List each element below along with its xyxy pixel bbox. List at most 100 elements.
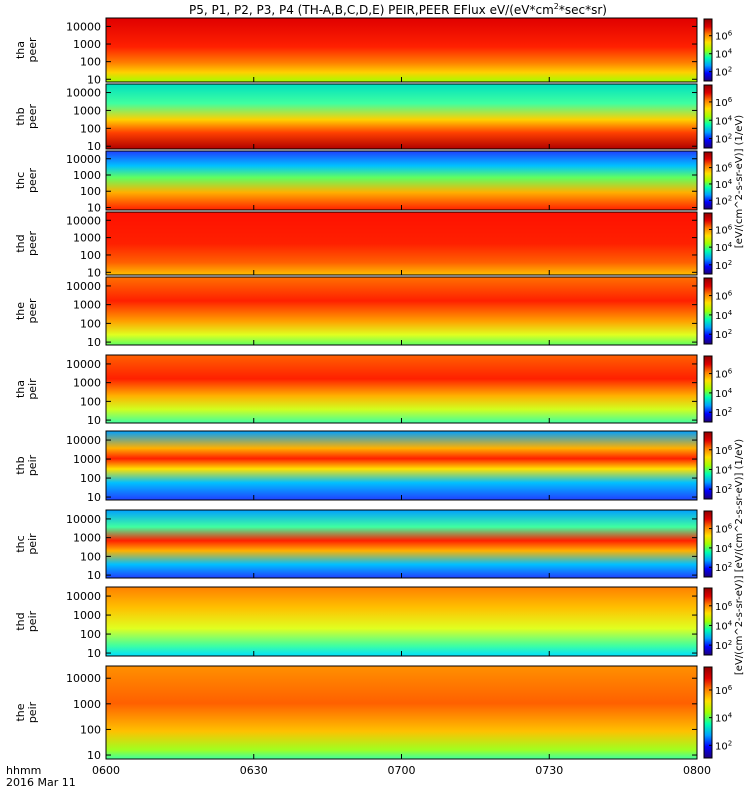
colorbar-tick-label: 106 — [715, 368, 733, 381]
spectrogram-image — [106, 587, 697, 656]
y-tick-label: 10000 — [66, 590, 101, 603]
panel-the-peir: 10000 1000 100 10 thepeir 102 104 106 — [14, 665, 733, 762]
y-tick-label: 10 — [87, 336, 101, 349]
y-tick-label: 10000 — [66, 434, 101, 447]
y-axis-label: thapeir — [14, 378, 39, 400]
y-tick-label: 1000 — [73, 698, 101, 711]
colorbar — [703, 431, 713, 500]
colorbar — [703, 510, 713, 578]
colorbar-tick-label: 102 — [715, 639, 732, 652]
colorbar-tick-label: 102 — [715, 483, 732, 496]
colorbar-tick-label: 104 — [715, 178, 733, 191]
colorbar-tick-label: 102 — [715, 259, 732, 272]
colorbar-tick-label: 104 — [715, 387, 733, 400]
spectrogram-image — [106, 510, 697, 578]
spectrogram-image — [106, 151, 697, 210]
y-tick-label: 10 — [87, 647, 101, 660]
colorbar — [703, 84, 713, 149]
y-tick-label: 10000 — [66, 280, 101, 293]
y-axis-label: thcpeir — [14, 533, 39, 555]
colorbar-tick-label: 104 — [715, 463, 733, 476]
panels-group: 10000100010010thapeer1021041061000010001… — [14, 17, 745, 762]
panel-thc-peir: 10000 1000 100 10 thcpeir 102 104 106 — [14, 509, 733, 582]
y-tick-label: 100 — [80, 723, 101, 736]
y-tick-label: 10000 — [66, 513, 101, 526]
y-tick-label: 10 — [87, 569, 101, 582]
colorbar — [703, 151, 713, 210]
colorbar-tick-label: 102 — [715, 406, 732, 419]
panel-thd-peir: 10000 1000 100 10 thdpeir 102 104 106 — [14, 586, 733, 660]
spectrogram-image — [106, 277, 697, 345]
y-tick-label: 10000 — [66, 87, 101, 100]
chart-title: P5, P1, P2, P3, P4 (TH-A,B,C,D,E) PEIR,P… — [189, 2, 607, 17]
colorbar-unit-label-peer: [eV/(cm^2-s-sr-eV)] (1/eV) — [734, 115, 745, 248]
colorbar-tick-label: 104 — [715, 542, 733, 555]
y-tick-label: 1000 — [73, 609, 101, 622]
spectrogram-image — [106, 666, 697, 759]
y-axis-label: thbpeer — [14, 104, 39, 130]
y-tick-label: 100 — [80, 185, 101, 198]
x-axis-date: 2016 Mar 11 — [6, 776, 76, 789]
colorbar-tick-label: 102 — [715, 561, 732, 574]
panel-tha-peir: 10000 1000 100 10 thapeir 102 104 106 — [14, 354, 733, 427]
colorbar-tick-label: 106 — [715, 290, 733, 303]
colorbar — [703, 18, 713, 82]
y-axis-label: thapeer — [14, 37, 39, 63]
spectrogram-image — [106, 212, 697, 275]
y-tick-label: 100 — [80, 249, 101, 262]
y-tick-label: 10000 — [66, 358, 101, 371]
x-tick-label: 0600 — [92, 764, 120, 777]
panel-the-peer: 10000 1000 100 10 thepeer 102 104 106 — [14, 276, 733, 349]
colorbar-tick-label: 106 — [715, 600, 733, 613]
y-tick-label: 1000 — [73, 104, 101, 117]
colorbar-tick-label: 104 — [715, 712, 733, 725]
panel-tha-peer: 10000 1000 100 10 thapeer 102 104 106 — [14, 17, 733, 86]
y-tick-label: 1000 — [73, 299, 101, 312]
y-tick-label: 1000 — [73, 453, 101, 466]
colorbar-tick-label: 104 — [715, 114, 733, 127]
y-tick-label: 10 — [87, 491, 101, 504]
x-axis: 0600 0630 0700 0730 0800 — [92, 764, 711, 777]
x-axis-label: hhmm — [6, 764, 41, 777]
y-tick-label: 100 — [80, 395, 101, 408]
colorbar-tick-label: 104 — [715, 48, 733, 61]
y-tick-label: 10 — [87, 266, 101, 279]
y-tick-label: 10 — [87, 749, 101, 762]
colorbar — [703, 277, 713, 345]
colorbar-tick-label: 106 — [715, 162, 733, 175]
panel-thb-peer: 10000 1000 100 10 thbpeer 102 104 106 — [14, 83, 733, 153]
y-axis-label: thdpeer — [14, 231, 39, 257]
colorbar — [703, 666, 713, 759]
colorbar-tick-label: 102 — [715, 194, 732, 207]
colorbar-tick-label: 106 — [715, 523, 733, 536]
y-tick-label: 1000 — [73, 232, 101, 245]
y-tick-label: 1000 — [73, 38, 101, 51]
x-tick-label: 0800 — [683, 764, 711, 777]
y-tick-label: 1000 — [73, 377, 101, 390]
spectrogram-image — [106, 18, 697, 82]
y-axis-label: thdpeir — [14, 610, 39, 632]
y-tick-label: 1000 — [73, 532, 101, 545]
y-axis-label: thbpeir — [14, 454, 39, 476]
y-tick-label: 10 — [87, 140, 101, 153]
x-tick-label: 0700 — [388, 764, 416, 777]
y-axis-label: thepeer — [14, 298, 39, 324]
y-tick-label: 10 — [87, 73, 101, 86]
colorbar-tick-label: 106 — [715, 96, 733, 109]
y-tick-label: 10 — [87, 414, 101, 427]
y-tick-label: 10000 — [66, 214, 101, 227]
colorbar-tick-label: 102 — [715, 328, 732, 341]
panel-thd-peer: 10000 1000 100 10 thdpeer 102 104 106 — [14, 211, 733, 279]
x-tick-label: 0630 — [240, 764, 268, 777]
y-axis-label: thcpeer — [14, 168, 39, 194]
colorbar-tick-label: 102 — [715, 739, 732, 752]
y-tick-label: 10000 — [66, 153, 101, 166]
colorbar-tick-label: 102 — [715, 66, 732, 79]
spectrogram-image — [106, 431, 697, 500]
y-axis-label: thepeir — [14, 701, 39, 723]
colorbar-tick-label: 106 — [715, 684, 733, 697]
y-tick-label: 10 — [87, 201, 101, 214]
colorbar-tick-label: 106 — [715, 223, 733, 236]
y-tick-label: 100 — [80, 122, 101, 135]
